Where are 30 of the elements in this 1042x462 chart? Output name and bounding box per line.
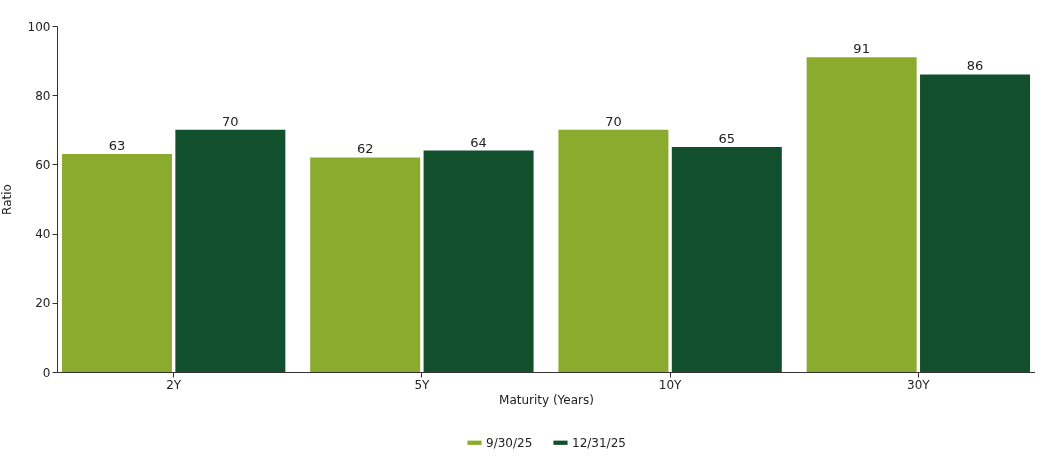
y-tick-label: 40: [35, 227, 51, 242]
x-tick-label: 5Y: [414, 377, 431, 392]
data-label: 62: [356, 141, 374, 157]
legend-label: 12/31/25: [572, 435, 626, 450]
bar: [310, 157, 421, 372]
y-tick-label: 100: [27, 19, 51, 34]
bar: [558, 129, 669, 372]
data-label: 64: [470, 134, 487, 150]
data-label: 86: [966, 58, 984, 74]
y-tick-label: 20: [35, 296, 51, 311]
data-label: 91: [853, 41, 870, 57]
x-tick-label: 10Y: [658, 377, 683, 392]
data-label: 70: [605, 113, 622, 129]
bar: [61, 154, 172, 372]
bar: [671, 147, 782, 372]
x-tick-label: 2Y: [166, 377, 182, 392]
bar: [920, 74, 1031, 372]
y-tick-label: 60: [35, 157, 51, 172]
data-label: 63: [108, 138, 126, 154]
bar: [423, 150, 534, 372]
bar: [175, 129, 286, 372]
y-axis-title: Ratio: [0, 184, 14, 215]
y-tick-label: 80: [35, 88, 51, 103]
bar: [806, 57, 917, 372]
x-axis-title: Maturity (Years): [499, 392, 594, 407]
data-label: 70: [222, 113, 239, 129]
x-tick-label: 30Y: [907, 377, 931, 392]
legend-label: 9/30/25: [486, 435, 533, 450]
data-label: 65: [718, 131, 736, 147]
y-tick-label: 0: [42, 365, 51, 380]
